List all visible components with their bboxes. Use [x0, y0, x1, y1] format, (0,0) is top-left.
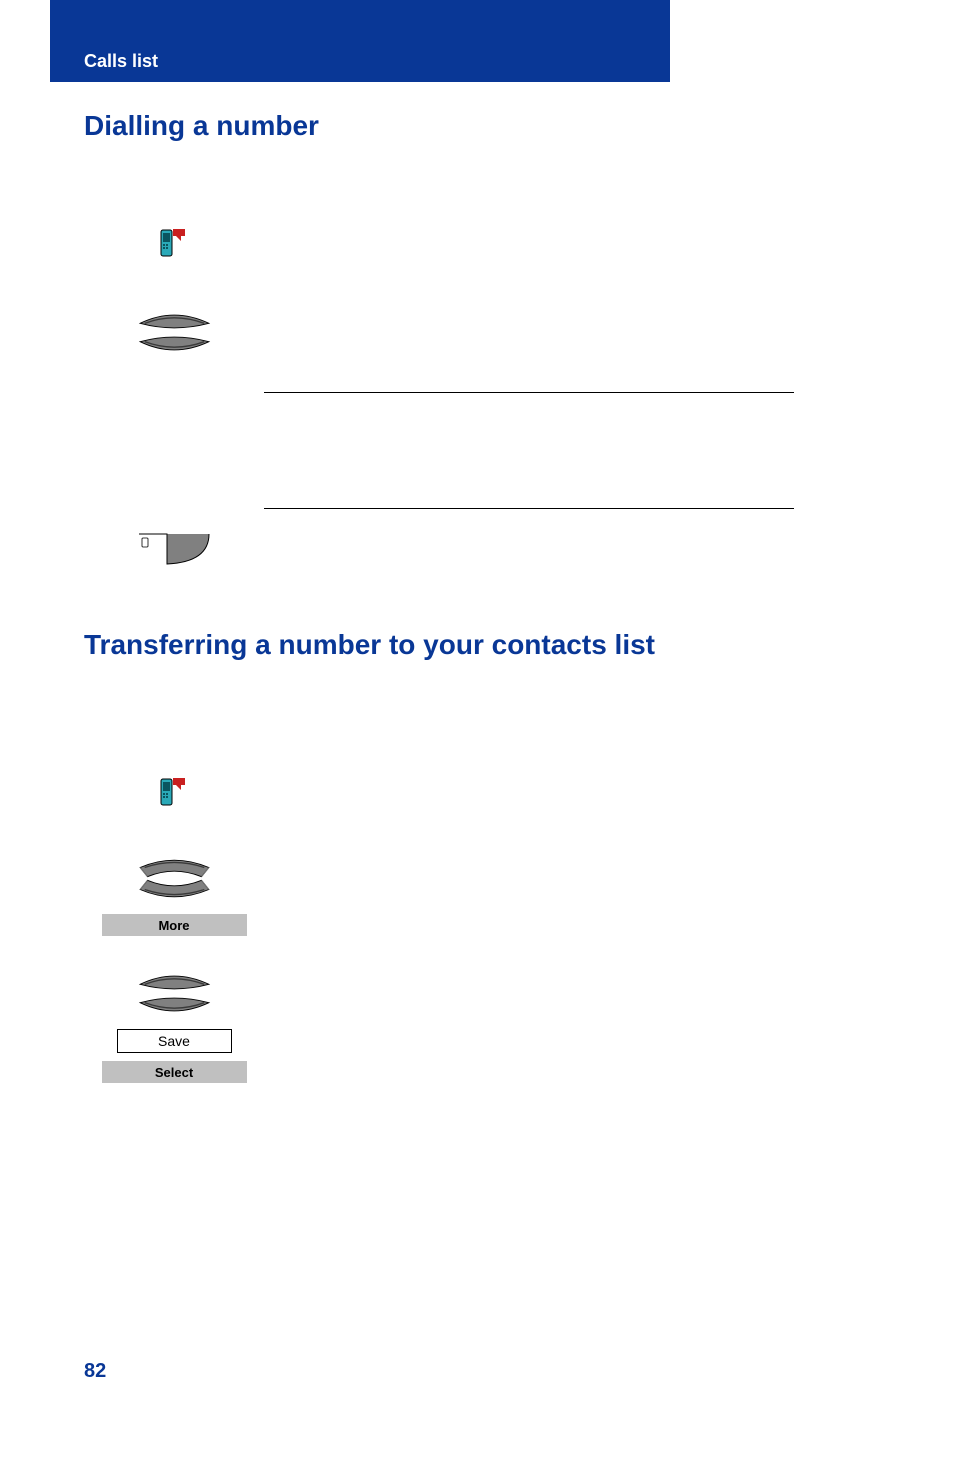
icon-column: [84, 226, 264, 258]
scroll-navigation-icon: [132, 851, 217, 906]
page-number: 82: [84, 1360, 106, 1383]
step-row: [84, 302, 804, 362]
scroll-up-down-icon: [132, 305, 217, 360]
select-button-label: Select: [155, 1065, 193, 1080]
icon-column: R: [84, 532, 264, 567]
icon-column: More: [84, 851, 264, 936]
step-row: [84, 761, 804, 821]
divider-line: [264, 508, 794, 509]
svg-text:R: R: [153, 538, 157, 544]
dial-key-icon: R: [137, 532, 212, 567]
spacer: [84, 403, 804, 498]
phone-missed-call-icon: [159, 775, 189, 807]
step-row: R: [84, 519, 804, 579]
more-button-label: More: [158, 918, 189, 933]
phone-missed-call-icon: [159, 226, 189, 258]
select-button[interactable]: Select: [102, 1061, 247, 1083]
step-row: Save Select: [84, 966, 804, 1083]
step-row: More: [84, 851, 804, 936]
scroll-up-down-icon: [132, 966, 217, 1021]
page-header: Calls list: [50, 0, 670, 82]
icon-column: [84, 775, 264, 807]
icon-column: Save Select: [84, 966, 264, 1083]
divider-line: [264, 392, 794, 393]
more-button[interactable]: More: [102, 914, 247, 936]
step-row: [84, 212, 804, 272]
header-title: Calls list: [84, 51, 158, 72]
save-option[interactable]: Save: [117, 1029, 232, 1053]
section-heading-transferring: Transferring a number to your contacts l…: [84, 629, 804, 661]
save-option-label: Save: [158, 1033, 190, 1049]
main-content: Dialling a number: [84, 110, 804, 1113]
section-heading-dialling: Dialling a number: [84, 110, 804, 142]
icon-column: [84, 305, 264, 360]
